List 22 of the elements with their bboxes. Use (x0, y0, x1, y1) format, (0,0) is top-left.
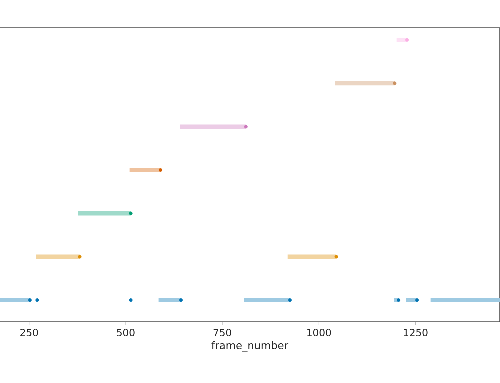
bar (335, 81, 395, 86)
point (416, 298, 420, 302)
point (129, 212, 133, 216)
x-axis-title: frame_number (212, 341, 289, 352)
point (405, 38, 410, 42)
bar (78, 211, 131, 216)
point (158, 168, 163, 172)
bar (430, 298, 500, 302)
bar (244, 298, 290, 302)
point (393, 82, 397, 86)
x-tick-label: 750 (214, 328, 232, 337)
x-tick-label: 250 (20, 328, 38, 337)
point (396, 298, 401, 302)
point (244, 125, 248, 129)
x-tick-label: 1000 (308, 328, 332, 337)
point (129, 298, 133, 302)
point (179, 298, 184, 302)
bar (130, 168, 161, 172)
x-tick-label: 1250 (404, 328, 428, 337)
x-tick-label: 500 (117, 328, 135, 337)
bar (180, 124, 246, 130)
point (288, 298, 292, 302)
